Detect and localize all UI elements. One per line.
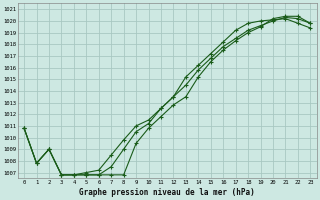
X-axis label: Graphe pression niveau de la mer (hPa): Graphe pression niveau de la mer (hPa) bbox=[79, 188, 255, 197]
